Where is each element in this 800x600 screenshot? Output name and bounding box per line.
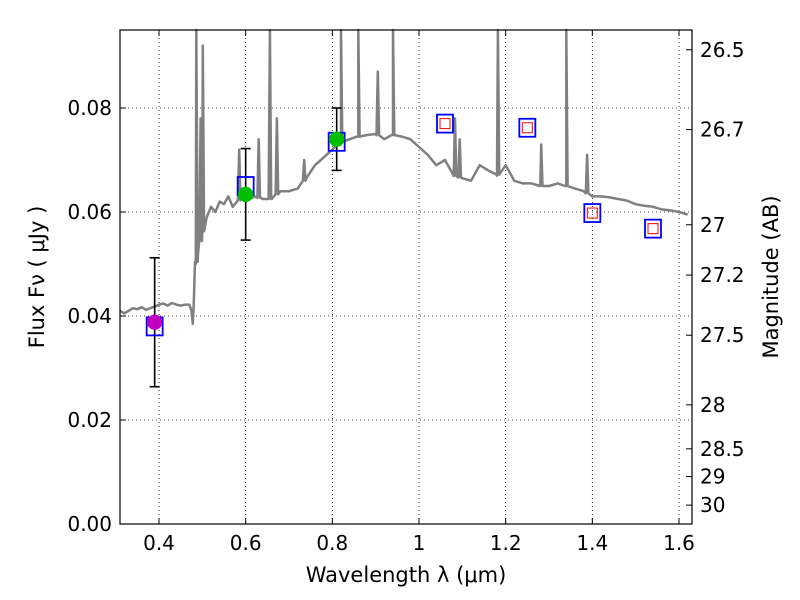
mag-tick-label: 27	[700, 213, 725, 237]
observed-point	[146, 314, 163, 330]
plot-frame	[119, 29, 693, 525]
model-inner-square	[586, 207, 598, 219]
mag-tick-label: 27.2	[700, 263, 745, 287]
spectrum-layer	[119, 28, 689, 326]
x-axis-label: Wavelength λ (μm)	[306, 563, 507, 587]
ticks-layer: 0.4 0.6 0.8 1 1.2 1.4 1.6 0.00 0.02 0.04 0.06 0.08 2…	[67, 30, 745, 555]
y-tick-label: 0.02	[67, 408, 112, 432]
mag-tick-label: 26.7	[700, 118, 745, 142]
model-inner-square	[647, 223, 659, 235]
x-tick-label: 0.6	[230, 531, 262, 555]
points-layer	[145, 107, 662, 388]
x-tick-label: 0.8	[316, 531, 348, 555]
mag-tick-label: 26.5	[700, 38, 745, 62]
model-square	[518, 117, 537, 138]
model-square	[583, 203, 602, 223]
x-tick-label: 1.2	[490, 531, 522, 555]
mag-tick-label: 29	[700, 465, 725, 489]
mag-tick-label: 28	[700, 393, 725, 417]
y-tick-label: 0.00	[67, 512, 112, 536]
observed-point	[237, 186, 254, 203]
model-inner-square	[521, 122, 533, 134]
x-tick-label: 1.6	[663, 531, 695, 555]
x-tick-label: 0.4	[143, 531, 175, 555]
grid-layer	[120, 30, 692, 525]
y-axis-label: Flux Fν ( μJy )	[25, 206, 49, 349]
y-tick-label: 0.04	[67, 304, 112, 328]
y-tick-label: 0.08	[67, 96, 112, 120]
y2-axis-label: Magnitude (AB)	[759, 195, 783, 358]
observed-point	[328, 131, 345, 147]
model-inner-square	[439, 118, 451, 130]
model-square	[436, 113, 454, 134]
mag-tick-label: 30	[700, 493, 725, 517]
y-tick-label: 0.06	[67, 200, 112, 224]
x-tick-label: 1	[413, 531, 426, 555]
x-tick-label: 1.4	[576, 531, 608, 555]
model-square	[644, 218, 662, 239]
mag-tick-label: 28.5	[700, 437, 745, 461]
spectrum-line	[119, 28, 689, 326]
mag-tick-label: 27.5	[700, 323, 745, 347]
